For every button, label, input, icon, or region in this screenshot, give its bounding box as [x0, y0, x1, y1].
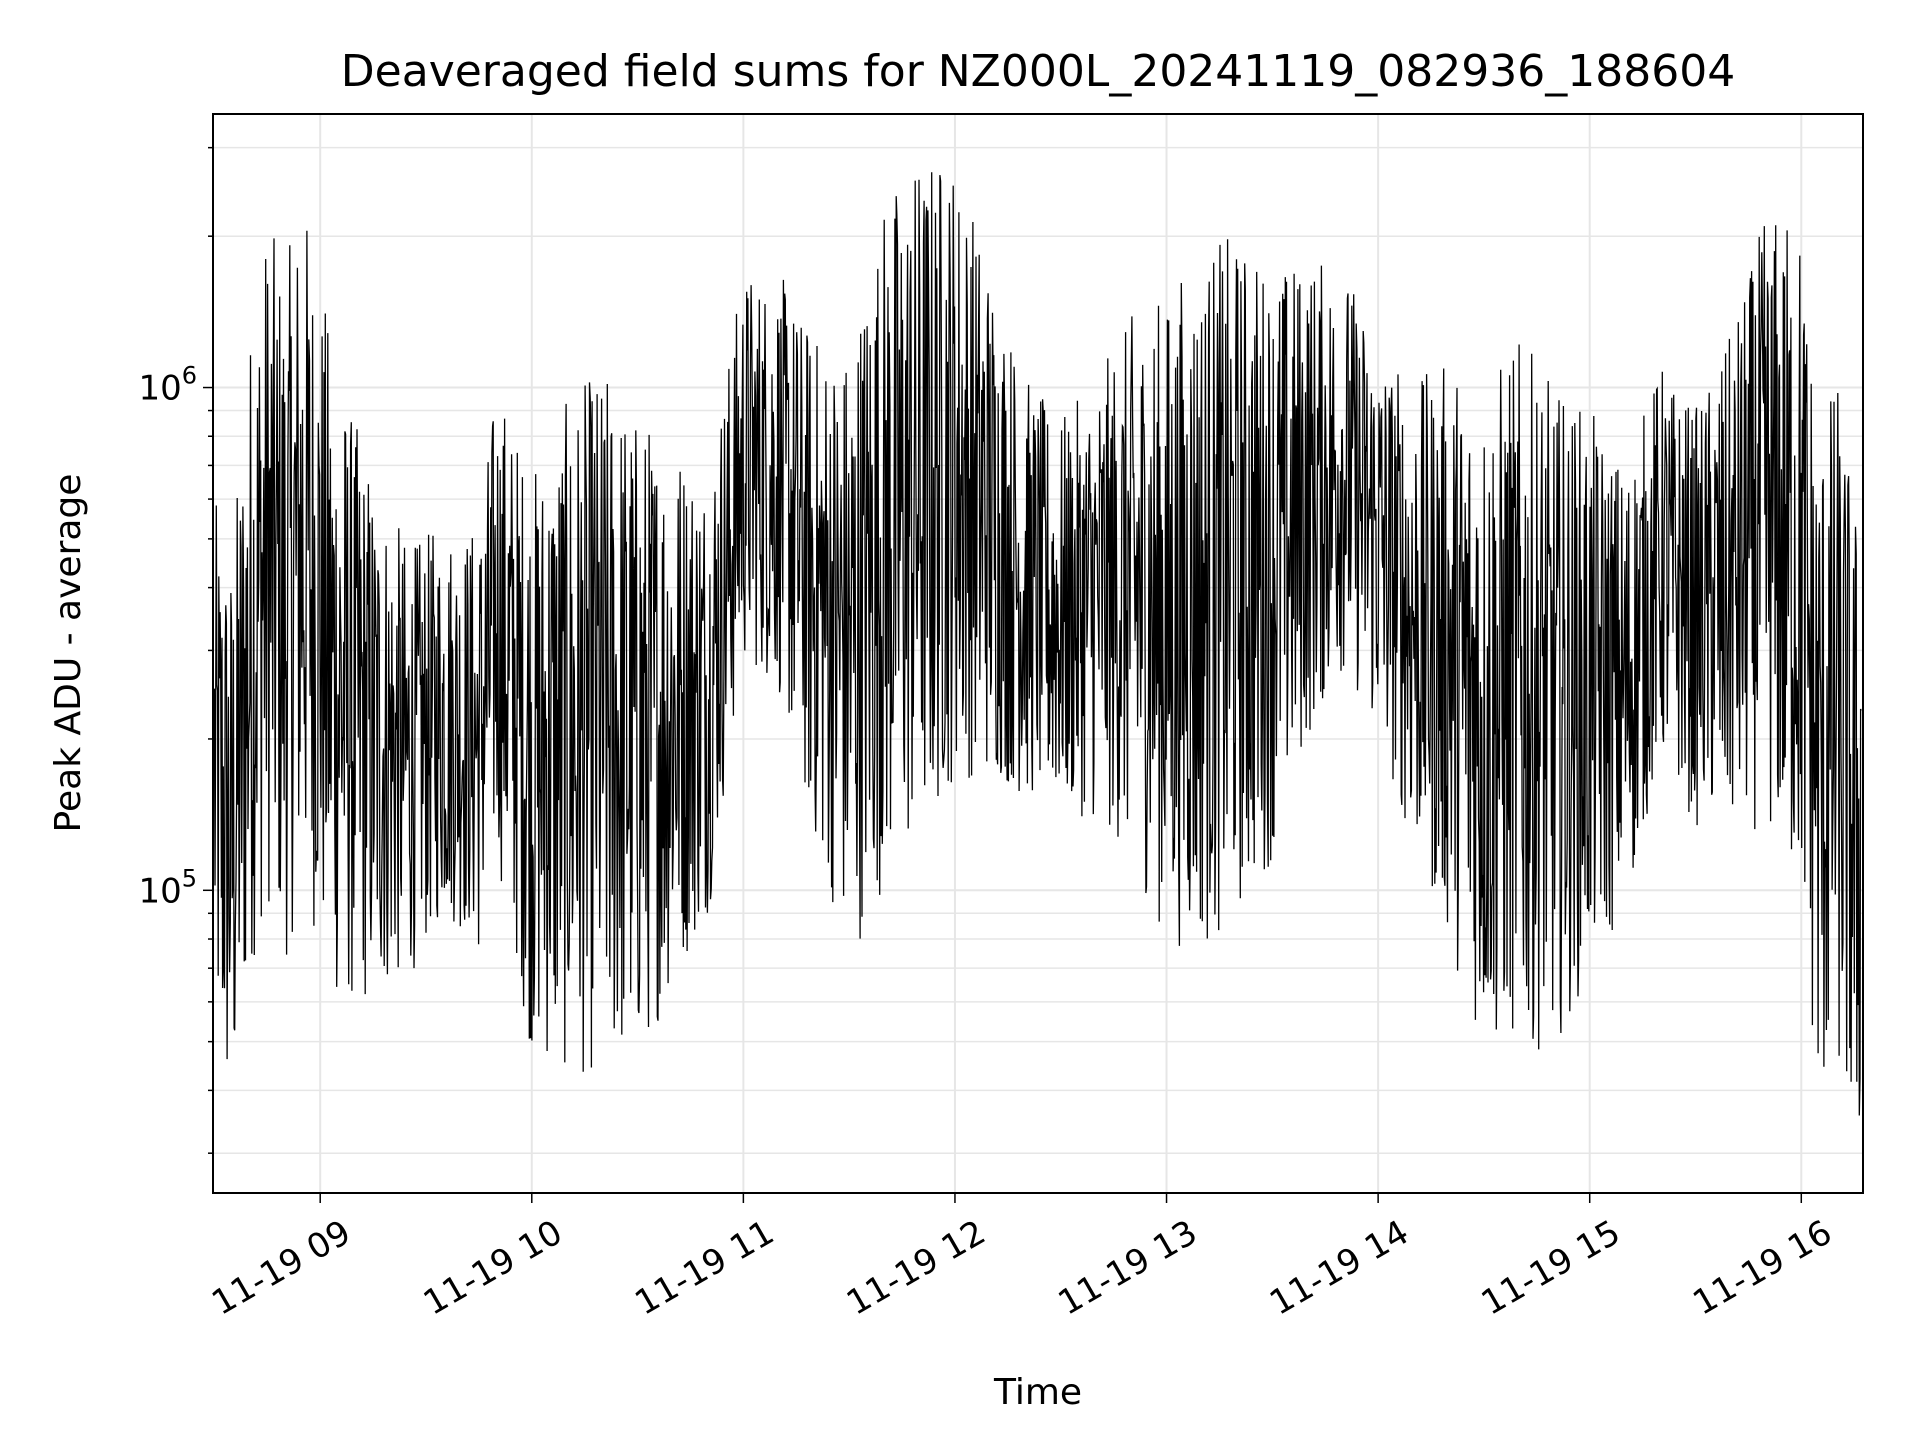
- y-tick-base: 10: [138, 369, 181, 409]
- chart-title: Deaveraged field sums for NZ000L_2024111…: [341, 46, 1735, 97]
- y-axis-label: Peak ADU - average: [48, 474, 89, 833]
- plot-frame: [212, 113, 1864, 1194]
- plot-area: [212, 113, 1864, 1194]
- y-tick-base: 10: [138, 871, 181, 911]
- y-tick-exponent: 5: [182, 864, 197, 892]
- series-line: [213, 172, 1862, 1116]
- y-tick-label: 106: [138, 362, 197, 409]
- x-axis-label: Time: [993, 1372, 1082, 1413]
- y-tick-label: 105: [138, 864, 197, 911]
- y-tick-exponent: 6: [182, 362, 197, 390]
